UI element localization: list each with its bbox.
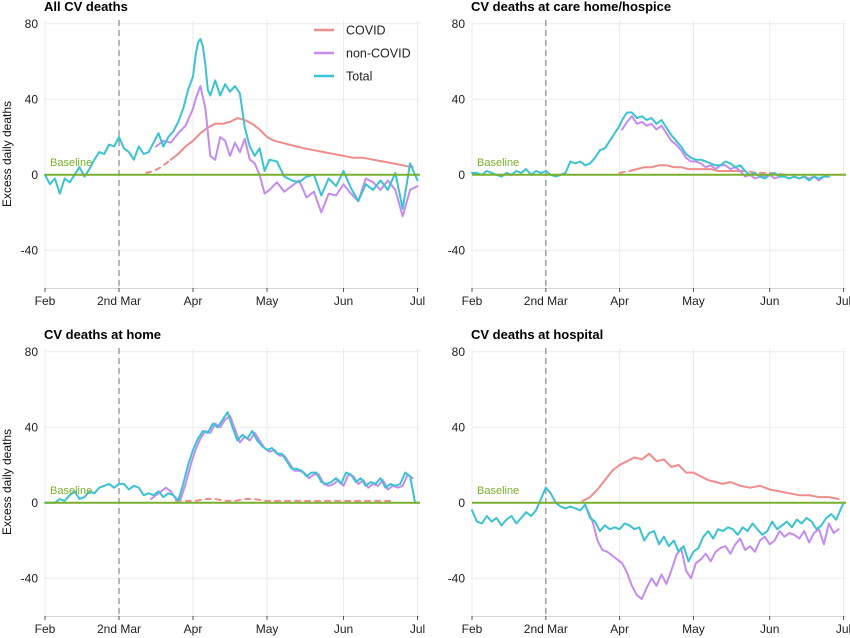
panel-3: CV deaths at home -40 0 40 80 Feb 2nd Mar Apr Ma…	[0, 327, 425, 636]
y-tick-label: 80	[25, 345, 39, 359]
y-tick-label: 40	[25, 420, 39, 434]
y-tick-label: 80	[452, 17, 466, 31]
series-line-total	[44, 411, 419, 504]
y-tick-label: 80	[452, 345, 466, 359]
series-line-covid	[581, 452, 840, 502]
legend-label: Total	[346, 70, 372, 84]
x-tick-label: May	[256, 294, 279, 308]
legend: COVID non-COVID Total	[314, 24, 411, 84]
panel-title: CV deaths at care home/hospice	[471, 0, 671, 14]
y-tick-label: -40	[448, 243, 466, 257]
series-line-covid	[739, 170, 786, 176]
legend-label: COVID	[346, 24, 386, 38]
series-line-non-covid	[155, 85, 419, 218]
x-tick-label: Feb	[35, 294, 56, 308]
panel-1: All CV deaths -40 0 40 80 Feb 2nd Mar Apr May Jun…	[0, 0, 425, 308]
y-tick-label: -40	[21, 243, 39, 257]
y-tick-label: -40	[448, 571, 466, 585]
x-tick-label: Jul	[836, 294, 850, 308]
baseline-label: Baseline	[50, 157, 92, 169]
y-axis-label: Excess daily deaths	[0, 429, 14, 535]
y-tick-label: 40	[25, 92, 39, 106]
x-tick-label: Jun	[334, 294, 353, 308]
series-line-total	[44, 37, 419, 210]
y-tick-label: 0	[31, 168, 38, 182]
x-tick-label: Jul	[836, 622, 850, 636]
x-tick-label: Feb	[462, 622, 483, 636]
x-tick-label: Apr	[610, 294, 629, 308]
x-tick-label: Jun	[760, 294, 779, 308]
x-tick-label: Feb	[462, 294, 483, 308]
x-tick-label: Apr	[184, 622, 203, 636]
y-tick-label: -40	[21, 571, 39, 585]
x-tick-label: 2nd Mar	[97, 622, 141, 636]
x-tick-label: Jun	[760, 622, 779, 636]
x-tick-label: Jul	[410, 294, 425, 308]
panel-2: CV deaths at care home/hospice -40 0 40 80 Fe…	[448, 0, 850, 308]
x-tick-label: 2nd Mar	[524, 294, 568, 308]
legend-label: non-COVID	[346, 47, 411, 61]
x-tick-label: Feb	[35, 622, 56, 636]
y-tick-label: 40	[452, 92, 466, 106]
x-tick-label: Apr	[184, 294, 203, 308]
series-line-non-covid	[586, 509, 840, 600]
x-tick-label: Jul	[410, 622, 425, 636]
series-line-covid	[628, 164, 742, 172]
x-tick-label: May	[682, 622, 705, 636]
baseline-label: Baseline	[50, 485, 92, 497]
series-line-total	[471, 111, 830, 182]
y-tick-label: 80	[25, 17, 39, 31]
y-tick-label: 40	[452, 420, 466, 434]
series-line-covid	[618, 170, 631, 174]
x-tick-label: May	[682, 294, 705, 308]
series-line-non-covid	[150, 414, 414, 500]
x-tick-label: 2nd Mar	[97, 294, 141, 308]
series-line-covid	[145, 158, 172, 174]
panel-title: All CV deaths	[44, 0, 128, 14]
x-tick-label: May	[256, 622, 279, 636]
series-line-total	[471, 486, 845, 563]
x-tick-label: 2nd Mar	[524, 622, 568, 636]
panel-title: CV deaths at home	[44, 327, 161, 342]
y-tick-label: 0	[31, 496, 38, 510]
y-tick-label: 0	[458, 496, 465, 510]
x-tick-label: Jun	[334, 622, 353, 636]
panel-title: CV deaths at hospital	[471, 327, 603, 342]
y-axis-label: Excess daily deaths	[0, 101, 14, 207]
x-tick-label: Apr	[610, 622, 629, 636]
baseline-label: Baseline	[477, 485, 519, 497]
y-tick-label: 0	[458, 168, 465, 182]
panel-4: CV deaths at hospital -40 0 40 80 Feb 2nd Mar A…	[448, 327, 850, 636]
series-line-covid	[174, 498, 394, 502]
baseline-label: Baseline	[477, 157, 519, 169]
